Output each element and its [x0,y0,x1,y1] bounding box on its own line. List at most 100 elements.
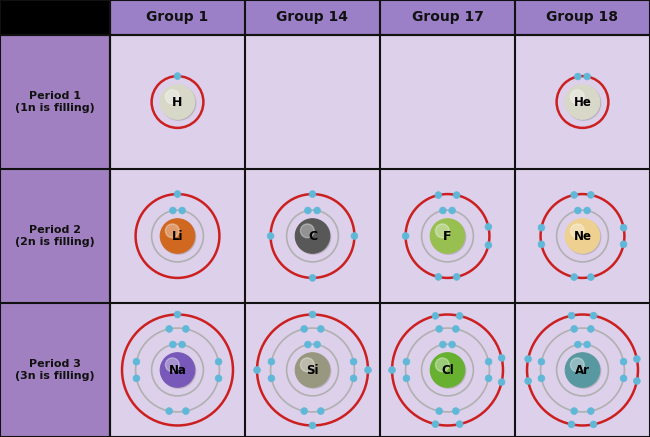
Bar [245,35,380,169]
Bar [380,169,515,303]
Circle shape [314,207,320,214]
Bar [0,0,110,35]
Circle shape [317,408,324,414]
Circle shape [161,353,195,387]
Circle shape [538,358,545,365]
Circle shape [183,326,189,332]
Circle shape [296,354,331,388]
Circle shape [588,274,594,281]
Circle shape [575,73,581,80]
Circle shape [453,192,460,198]
Circle shape [165,90,179,104]
Text: F: F [443,229,452,243]
Circle shape [452,326,459,332]
Circle shape [584,73,591,80]
Text: Group 1: Group 1 [146,10,209,24]
Circle shape [436,224,449,238]
Text: C: C [308,229,317,243]
Circle shape [435,274,442,280]
Circle shape [161,86,196,120]
Circle shape [456,421,463,427]
Circle shape [300,224,314,238]
Bar [380,303,515,437]
Circle shape [584,207,591,214]
Circle shape [485,358,492,365]
Circle shape [568,421,575,428]
Circle shape [566,354,601,388]
Circle shape [300,358,314,372]
Circle shape [436,326,443,332]
Bar [0,169,110,303]
Text: Cl: Cl [441,364,454,377]
Bar [245,169,380,303]
Circle shape [254,367,261,373]
Circle shape [571,191,578,198]
Circle shape [295,219,330,253]
Circle shape [431,220,466,254]
Circle shape [566,220,601,254]
Circle shape [453,274,460,280]
Circle shape [133,358,140,365]
Circle shape [365,367,371,373]
Text: Period 1
(1n is filling): Period 1 (1n is filling) [15,91,95,113]
Circle shape [634,378,640,385]
Circle shape [448,341,456,348]
Circle shape [268,358,275,365]
Circle shape [436,408,443,414]
Bar [515,0,650,35]
Circle shape [575,341,581,348]
Circle shape [620,375,627,382]
Circle shape [161,354,196,388]
Circle shape [166,326,172,332]
Circle shape [267,232,274,239]
Circle shape [432,312,439,319]
Circle shape [170,207,176,214]
Bar [515,35,650,169]
Circle shape [575,207,581,214]
Circle shape [620,224,627,231]
Circle shape [430,353,465,387]
Circle shape [304,207,311,214]
Text: Na: Na [168,364,187,377]
Circle shape [161,219,195,253]
Text: Period 3
(3n is filling): Period 3 (3n is filling) [15,359,95,381]
Circle shape [304,341,311,348]
Circle shape [309,422,316,429]
Circle shape [485,223,492,230]
Bar [110,169,245,303]
Circle shape [402,232,409,239]
Bar [110,303,245,437]
Circle shape [431,354,466,388]
Circle shape [179,207,185,214]
Circle shape [268,375,275,382]
Circle shape [620,358,627,365]
Bar [380,35,515,169]
Circle shape [485,242,492,249]
Circle shape [538,241,545,248]
Text: Ar: Ar [575,364,590,377]
Circle shape [183,408,189,414]
Circle shape [309,191,316,198]
Bar [0,35,110,169]
Circle shape [161,85,195,119]
Circle shape [499,354,505,361]
Text: Li: Li [172,229,183,243]
Circle shape [590,421,597,428]
Circle shape [317,326,324,332]
Circle shape [403,358,410,365]
Text: Group 18: Group 18 [547,10,619,24]
Circle shape [309,311,316,318]
Circle shape [301,408,307,414]
Circle shape [588,408,594,414]
Circle shape [456,312,463,319]
Text: H: H [172,96,183,108]
Circle shape [309,274,316,281]
Circle shape [432,421,439,427]
Text: Ne: Ne [573,229,592,243]
Circle shape [571,326,578,332]
Circle shape [571,90,584,104]
Circle shape [439,341,447,348]
Circle shape [430,219,465,253]
Circle shape [571,274,578,281]
Circle shape [314,341,320,348]
